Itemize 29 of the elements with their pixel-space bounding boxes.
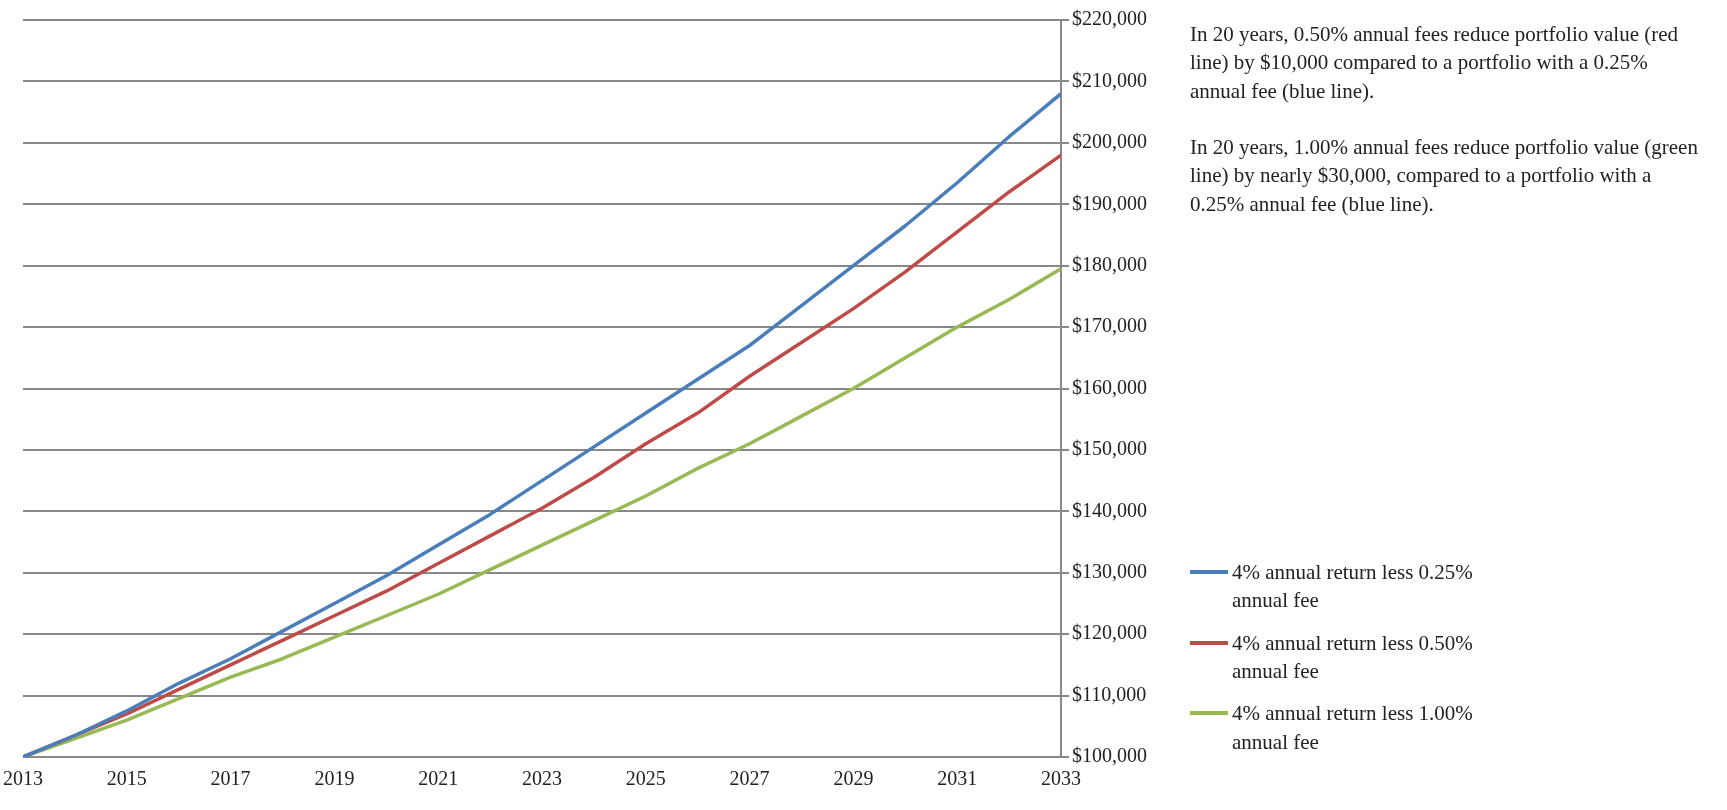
y-tick-label: $220,000: [1072, 7, 1147, 30]
legend-label: 4% annual return less 1.00% annual fee: [1232, 700, 1474, 756]
text: In 20 years, 1.00% annual fees reduce portfolio value (green line) by nearly $30,000, compared to a portfolio with a 0.25% annual fee (blue line).: [1190, 134, 1699, 218]
y-tick-label: $110,000: [1072, 682, 1147, 705]
y-tick-label: $150,000: [1072, 437, 1147, 460]
x-tick-label: 2029: [833, 767, 874, 790]
x-tick-label: 2031: [937, 767, 978, 790]
y-tick-label: $180,000: [1072, 252, 1147, 275]
x-tick-label: 2021: [418, 767, 459, 790]
x-tick-label: 2017: [210, 767, 251, 790]
y-tick-label: $200,000: [1072, 130, 1147, 153]
text: In 20 years, 0.50% annual fees reduce portfolio value (red line) by $10,000 compared to a portfolio with a 0.25% annual fee (blue line).: [1190, 21, 1680, 105]
y-tick-label: $210,000: [1072, 68, 1147, 91]
y-tick-label: $100,000: [1072, 744, 1147, 767]
legend-label: 4% annual return less 0.50% annual fee: [1232, 629, 1474, 685]
x-tick-label: 2023: [522, 767, 562, 790]
y-tick-label: $120,000: [1072, 621, 1147, 644]
x-tick-label: 2027: [729, 767, 770, 790]
y-tick-label: $190,000: [1072, 191, 1147, 214]
y-tick-label: $170,000: [1072, 314, 1147, 337]
x-tick-label: 2015: [106, 767, 147, 790]
x-tick-label: 2025: [625, 767, 666, 790]
x-tick-label: 2019: [314, 767, 355, 790]
x-tick-label: 2033: [1041, 767, 1081, 790]
x-tick-label: 2013: [3, 767, 43, 790]
y-tick-label: $140,000: [1072, 498, 1147, 521]
y-tick-label: $130,000: [1072, 560, 1147, 582]
y-tick-label: $160,000: [1072, 375, 1147, 398]
legend-label: 4% annual return less 0.25% annual fee: [1232, 558, 1474, 615]
